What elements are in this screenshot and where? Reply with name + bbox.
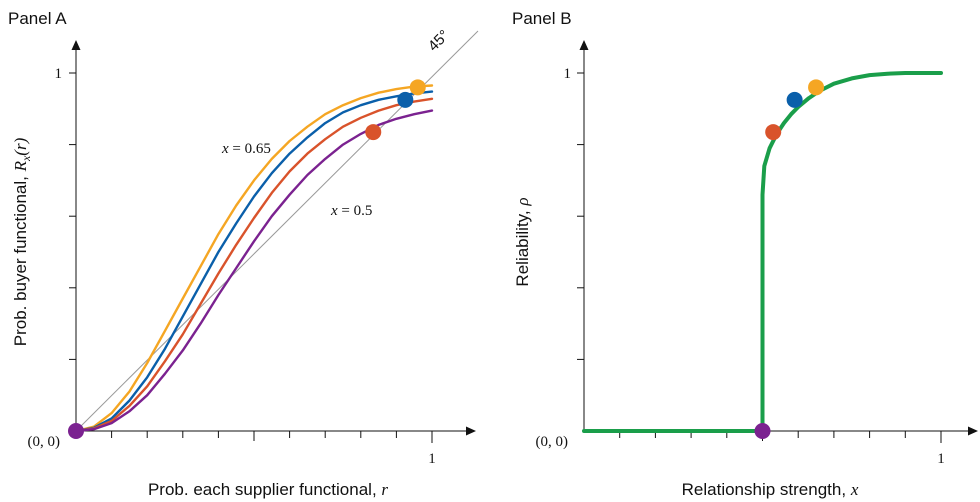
panel-a-series-1 xyxy=(74,90,434,433)
panel-a-point-2 xyxy=(397,91,414,108)
panel-a-x-label: Prob. each supplier functional, r xyxy=(148,480,388,499)
panel-b-y-tick-label-1: 1 xyxy=(564,66,572,82)
annotation-x-05: x = 0.5 xyxy=(330,203,372,219)
panel-a-point-3 xyxy=(409,79,426,96)
panel-b-x-arrow xyxy=(968,426,978,436)
panel-a: Panel A 45° 1 1 (0, 0) Prob. each suppli… xyxy=(8,9,479,499)
panel-b-series-0 xyxy=(582,71,943,433)
panel-b-point-1 xyxy=(765,124,782,141)
panel-a-y-tick-label-1: 1 xyxy=(55,66,63,82)
panel-a-y-label: Prob. buyer functional, Rx(r) xyxy=(11,137,33,346)
panel-b-point-3 xyxy=(808,79,825,96)
panel-a-series-3 xyxy=(74,109,434,433)
panel-b-x-label: Relationship strength, x xyxy=(682,480,859,499)
panel-a-origin-label: (0, 0) xyxy=(28,434,61,450)
panel-b-y-arrow xyxy=(579,40,589,50)
panel-b-ticks xyxy=(577,72,942,443)
panel-a-label: Panel A xyxy=(8,9,67,28)
panel-a-ticks xyxy=(69,72,433,443)
panel-b-origin-label: (0, 0) xyxy=(536,434,569,450)
panel-a-points xyxy=(68,79,426,439)
panel-a-y-arrow xyxy=(71,40,81,50)
panel-b-points xyxy=(754,79,825,439)
panel-b: Panel B 1 1 (0, 0) Relationship strength… xyxy=(512,9,978,499)
panel-b-curves xyxy=(582,71,943,433)
panel-a-x-tick-label-1: 1 xyxy=(428,451,436,467)
panel-a-point-0 xyxy=(68,423,84,439)
panel-a-series-2 xyxy=(74,97,434,433)
panel-a-point-1 xyxy=(365,124,382,141)
panel-a-series-0 xyxy=(74,84,434,433)
panel-a-x-arrow xyxy=(466,426,476,436)
panel-b-y-label: Reliability, ρ xyxy=(513,197,532,286)
panel-a-45-label: 45° xyxy=(425,27,453,55)
panel-b-point-2 xyxy=(786,91,803,108)
panel-b-point-0 xyxy=(754,423,771,439)
panel-b-x-tick-label-1: 1 xyxy=(937,451,945,467)
panel-b-label: Panel B xyxy=(512,9,572,28)
annotation-x-065: x = 0.65 xyxy=(221,141,271,157)
